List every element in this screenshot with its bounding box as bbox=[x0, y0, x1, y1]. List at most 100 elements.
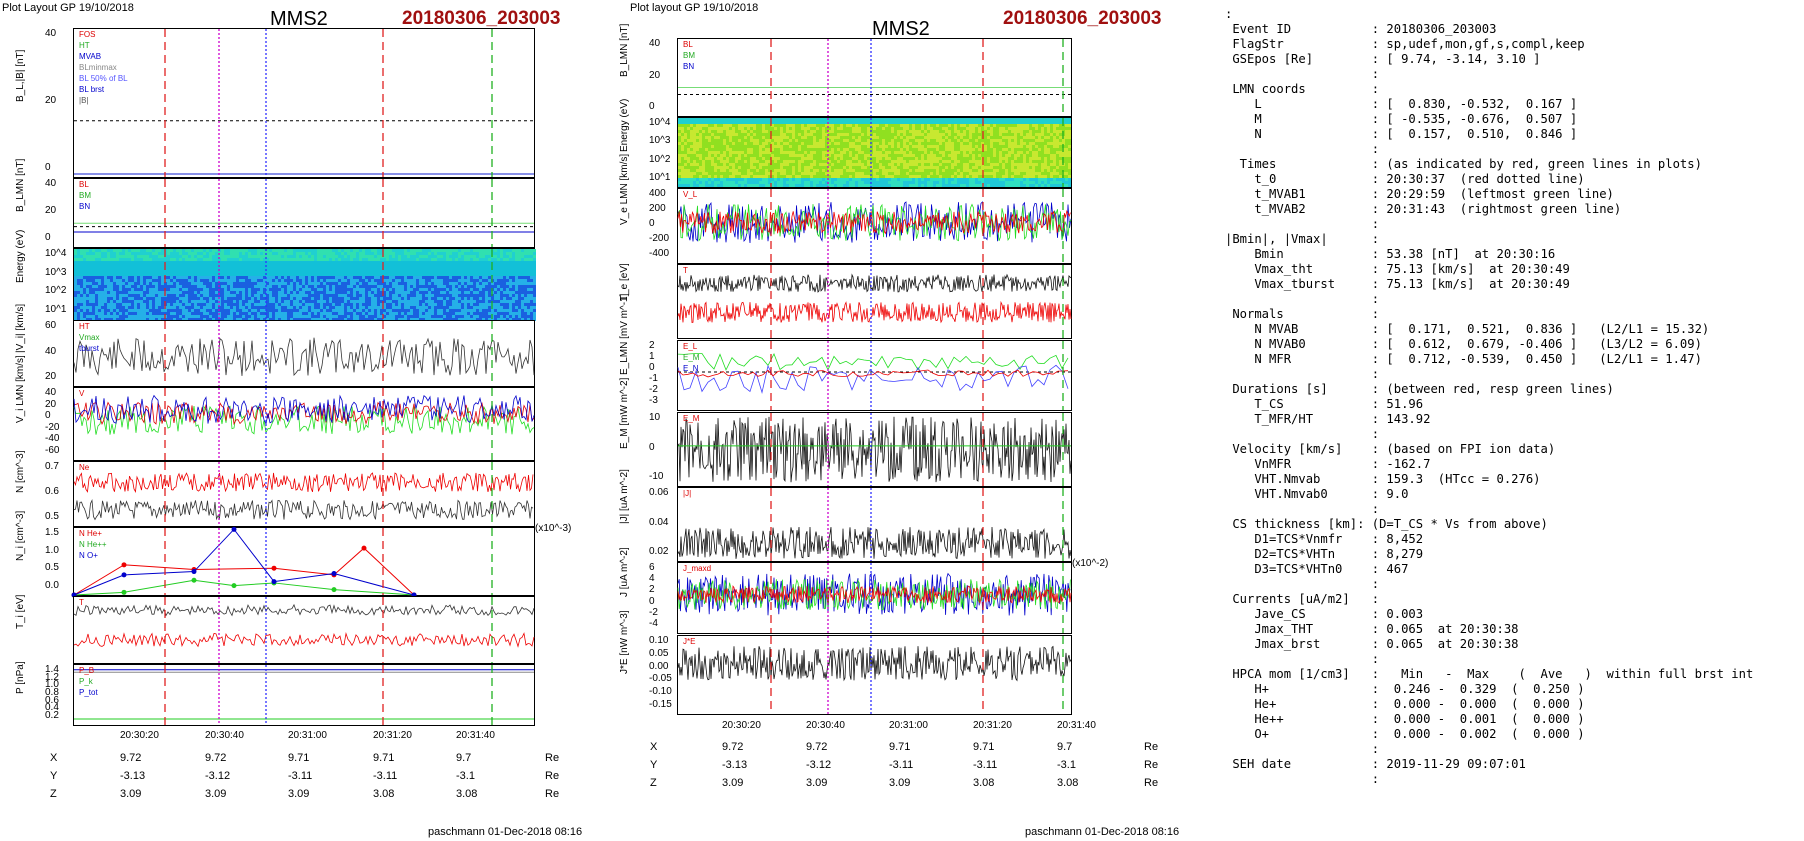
ytick-label: 10 bbox=[649, 412, 661, 423]
right-panel-1 bbox=[677, 38, 1072, 117]
ytick-label: 0.02 bbox=[649, 546, 669, 557]
info-line: He++ : 0.000 - 0.001 ( 0.000 ) bbox=[1225, 712, 1585, 726]
ytick-label: 10^3 bbox=[649, 135, 671, 147]
legend-entry: tburst bbox=[79, 344, 100, 353]
left-panel-3-plot bbox=[74, 249, 536, 321]
ylabel: B_LMN [nT] bbox=[619, 23, 630, 77]
coord-value: 9.71 bbox=[288, 752, 310, 764]
coord-value: -3.11 bbox=[973, 759, 998, 771]
ytick-label: -2 bbox=[649, 384, 658, 395]
vel-trace bbox=[677, 201, 1072, 244]
ytick-label: 40 bbox=[649, 38, 661, 49]
legend-entry: N He++ bbox=[79, 540, 107, 549]
left-panel-8 bbox=[73, 596, 535, 664]
info-line: D2=TCS*VHTn : 8,279 bbox=[1225, 547, 1424, 561]
legend-entry: J*E bbox=[683, 637, 696, 646]
left-event-title: 20180306_203003 bbox=[402, 8, 561, 29]
info-line: : bbox=[1225, 292, 1380, 306]
ven-trace bbox=[677, 210, 1071, 235]
coord-value: 9.71 bbox=[889, 741, 911, 753]
coord-unit: Re bbox=[1144, 777, 1159, 789]
ion-density-point bbox=[231, 526, 237, 532]
left-panel-6 bbox=[73, 461, 535, 527]
ytick-label: -0.10 bbox=[649, 686, 672, 698]
right-panel-1-plot bbox=[678, 39, 1071, 116]
info-line: : bbox=[1225, 652, 1380, 666]
info-line: : bbox=[1225, 427, 1380, 441]
legend-entry: BLminmax bbox=[79, 63, 117, 72]
ytick-label: 0 bbox=[649, 441, 655, 453]
info-line: Jmax_brst : 0.065 at 20:30:38 bbox=[1225, 637, 1519, 651]
legend-entry: N O+ bbox=[79, 551, 98, 560]
ylabel: J*E [nW m^-3] bbox=[619, 610, 630, 674]
info-line: Jave_CS : 0.003 bbox=[1225, 607, 1424, 621]
left-panel-3 bbox=[73, 248, 536, 321]
coord-unit: Re bbox=[1144, 741, 1159, 753]
legend-entry: J_maxd bbox=[683, 564, 712, 573]
ytick-label: 60 bbox=[45, 320, 57, 331]
info-line: D1=TCS*Vnmfr : 8,452 bbox=[1225, 532, 1424, 546]
vm-trace bbox=[73, 405, 535, 435]
coord-value: 3.09 bbox=[722, 777, 744, 789]
right-spacecraft: MMS2 bbox=[872, 18, 930, 40]
legend-entry: FOS bbox=[79, 30, 96, 39]
right-panel-2 bbox=[677, 117, 1072, 188]
legend-entry: Vmax bbox=[79, 333, 100, 342]
ytick-label: 0 bbox=[45, 162, 51, 173]
left-panel-5 bbox=[73, 387, 535, 461]
ytick-label: 400 bbox=[649, 188, 666, 199]
info-line: Times : (as indicated by red, green line… bbox=[1225, 157, 1702, 171]
ytick-label: 2 bbox=[649, 340, 655, 351]
info-line: HPCA mom [1/cm3] : Min - Max ( Ave ) wit… bbox=[1225, 667, 1754, 681]
xtick-label: 20:30:20 bbox=[722, 720, 761, 731]
ytick-label: 10^1 bbox=[649, 172, 671, 183]
ytick-label: 6 bbox=[649, 562, 655, 573]
info-line: Normals : bbox=[1225, 307, 1380, 321]
jn-trace bbox=[677, 585, 1072, 605]
legend-entry: P_tot bbox=[79, 688, 98, 697]
ion-density-point bbox=[331, 571, 337, 577]
te-trace bbox=[73, 632, 535, 648]
ytick-label: 40 bbox=[45, 178, 57, 189]
coord-value: -3.11 bbox=[288, 770, 313, 782]
info-line: : bbox=[1225, 367, 1380, 381]
coord-value: -3.13 bbox=[722, 759, 748, 771]
right-panel-5 bbox=[677, 340, 1072, 411]
legend-entry: BL bbox=[79, 180, 89, 189]
legend-entry: |B| bbox=[79, 96, 89, 105]
en-trace bbox=[677, 369, 1069, 378]
spectrogram bbox=[678, 118, 1071, 187]
ytick-label: 20 bbox=[45, 95, 57, 106]
coord-unit: Re bbox=[545, 770, 560, 782]
ylabel: B_LMN [nT] bbox=[15, 158, 26, 212]
ion-density-point bbox=[361, 545, 367, 551]
right-footer: paschmann 01-Dec-2018 08:16 bbox=[1025, 826, 1180, 838]
coord-value: 9.7 bbox=[456, 752, 472, 764]
right-panel-9 bbox=[677, 635, 1072, 715]
j-trace bbox=[677, 526, 1072, 560]
ytick-label: 0 bbox=[649, 362, 655, 373]
ytick-label: 10^2 bbox=[649, 153, 671, 165]
ion-density-point bbox=[121, 572, 127, 578]
ti-trace bbox=[73, 603, 535, 617]
info-line: T_CS : 51.96 bbox=[1225, 397, 1424, 411]
info-line: : bbox=[1225, 142, 1380, 156]
info-line: t_MVAB2 : 20:31:43 (rightmost green line… bbox=[1225, 202, 1622, 216]
ytick-label: 0.6 bbox=[45, 486, 59, 497]
info-line: N MVAB0 : [ 0.612, 0.679, -0.406 ] (L3/L… bbox=[1225, 337, 1702, 351]
coord-value: -3.1 bbox=[456, 770, 475, 782]
info-line: H+ : 0.246 - 0.329 ( 0.250 ) bbox=[1225, 682, 1585, 696]
info-line: D3=TCS*VHTn0 : 467 bbox=[1225, 562, 1409, 576]
ytick-label: 0.00 bbox=[649, 660, 669, 672]
coord-value: -3.13 bbox=[120, 770, 146, 782]
ytick-label: 40 bbox=[45, 387, 57, 398]
ylabel: B_L,|B| [nT] bbox=[15, 49, 26, 102]
left-panel-7-plot bbox=[71, 526, 493, 598]
left-panel-9-plot bbox=[74, 665, 534, 725]
ytick-label: 40 bbox=[45, 28, 57, 39]
vi-trace bbox=[73, 337, 535, 376]
ytick-label: 10^1 bbox=[45, 304, 67, 315]
right-panel-9-plot bbox=[677, 636, 1072, 714]
ion-density-point bbox=[271, 579, 277, 585]
right-panel-2-plot bbox=[678, 118, 1071, 187]
